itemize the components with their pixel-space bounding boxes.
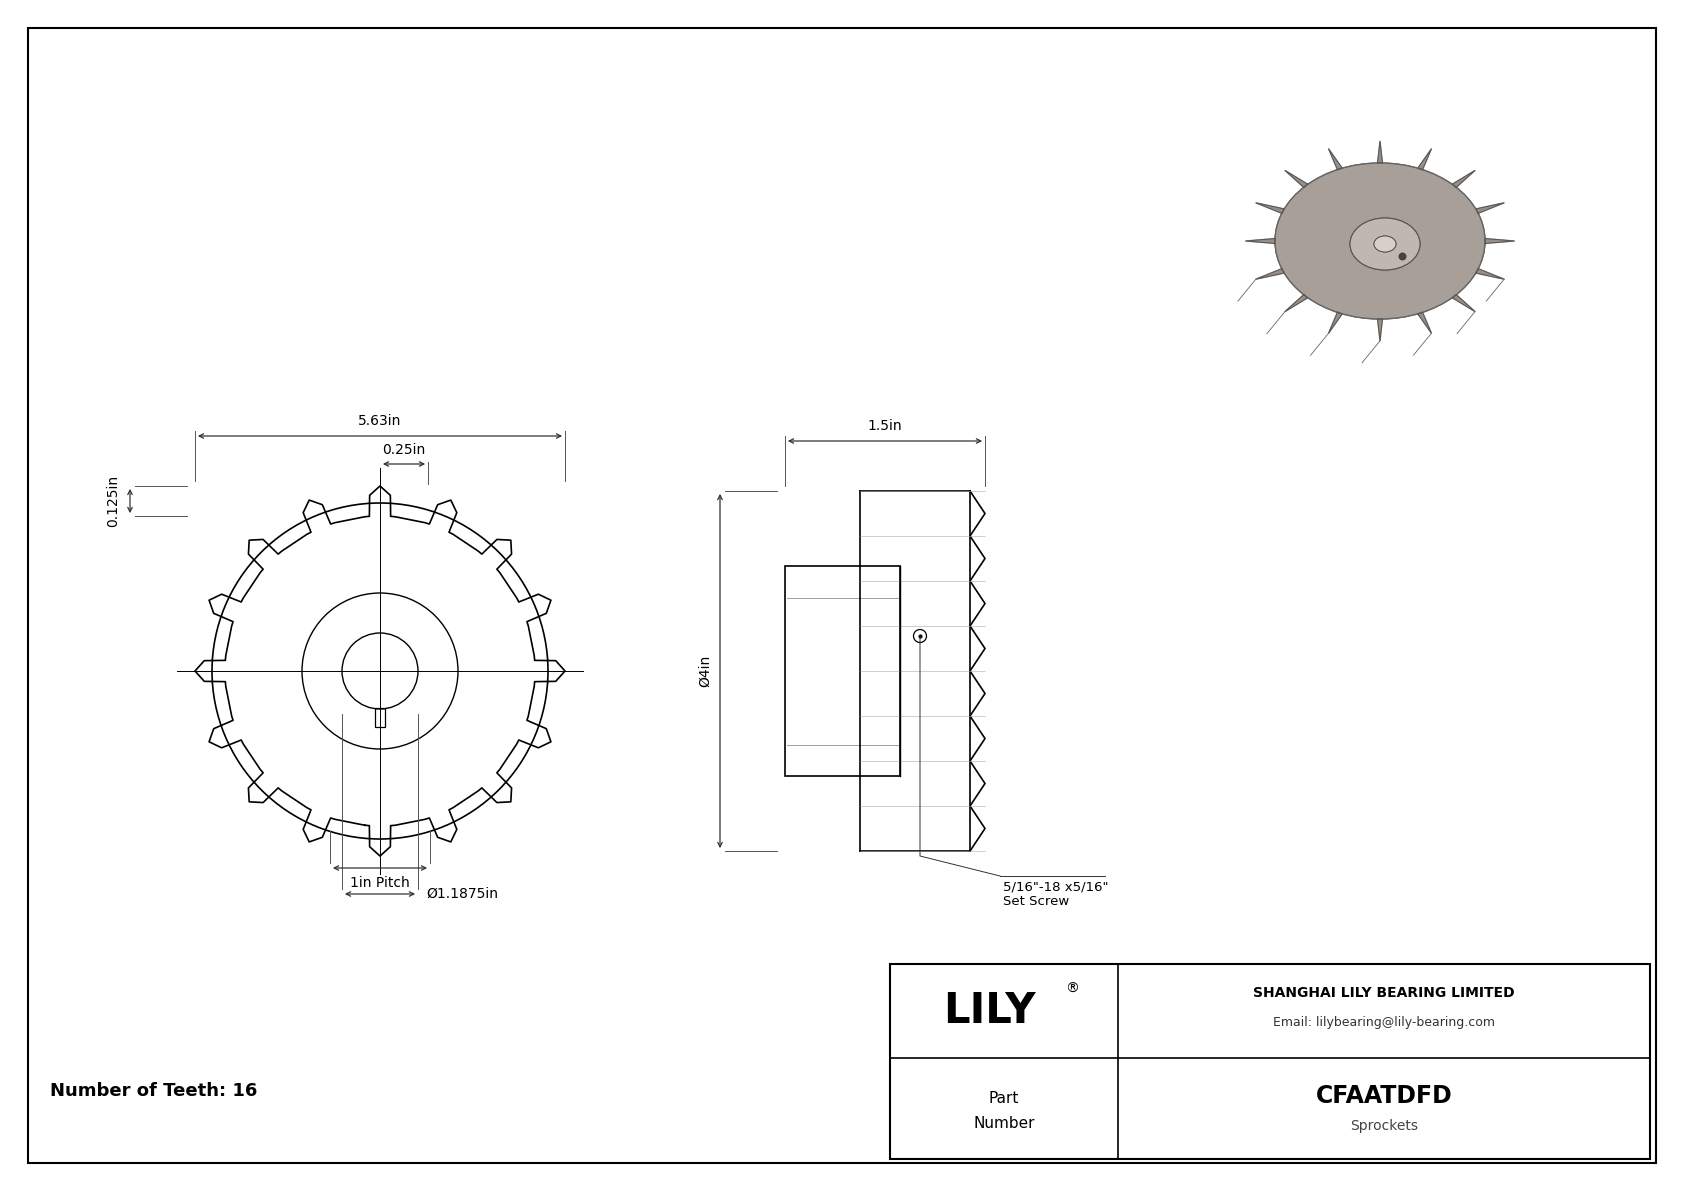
Text: Number: Number (973, 1116, 1034, 1130)
Text: Number of Teeth: 16: Number of Teeth: 16 (51, 1081, 258, 1100)
Text: 5/16"-18 x5/16"
Set Screw: 5/16"-18 x5/16" Set Screw (1004, 880, 1108, 908)
Text: 0.125in: 0.125in (106, 475, 120, 528)
Polygon shape (1418, 312, 1431, 333)
Text: 5.63in: 5.63in (359, 414, 402, 428)
Ellipse shape (1275, 163, 1485, 319)
Polygon shape (1246, 238, 1275, 243)
Text: Ø1.1875in: Ø1.1875in (426, 887, 498, 902)
Text: Part: Part (989, 1091, 1019, 1105)
Text: Sprockets: Sprockets (1351, 1120, 1418, 1134)
Text: 1in Pitch: 1in Pitch (350, 877, 409, 890)
Text: ®: ® (1064, 981, 1079, 996)
Polygon shape (1256, 202, 1283, 213)
Polygon shape (1418, 149, 1431, 170)
Polygon shape (1477, 269, 1504, 279)
Text: SHANGHAI LILY BEARING LIMITED: SHANGHAI LILY BEARING LIMITED (1253, 986, 1516, 999)
Text: CFAATDFD: CFAATDFD (1315, 1084, 1452, 1109)
Polygon shape (1477, 202, 1504, 213)
Ellipse shape (1351, 218, 1420, 270)
Polygon shape (1285, 170, 1307, 188)
Text: Ø4in: Ø4in (697, 655, 712, 687)
Polygon shape (1285, 294, 1307, 312)
Polygon shape (1329, 149, 1342, 170)
Text: Email: lilybearing@lily-bearing.com: Email: lilybearing@lily-bearing.com (1273, 1016, 1495, 1029)
Polygon shape (1378, 142, 1383, 163)
Ellipse shape (1374, 236, 1396, 252)
Polygon shape (1485, 238, 1514, 243)
Polygon shape (1453, 294, 1475, 312)
Ellipse shape (1351, 218, 1420, 270)
Text: 0.25in: 0.25in (382, 443, 426, 457)
Ellipse shape (1374, 236, 1396, 252)
Polygon shape (1453, 170, 1475, 188)
Text: LILY: LILY (943, 990, 1036, 1031)
Text: 1.5in: 1.5in (867, 419, 903, 434)
Ellipse shape (1275, 163, 1485, 319)
Polygon shape (1378, 319, 1383, 341)
Polygon shape (1329, 312, 1342, 333)
Polygon shape (1256, 269, 1283, 279)
